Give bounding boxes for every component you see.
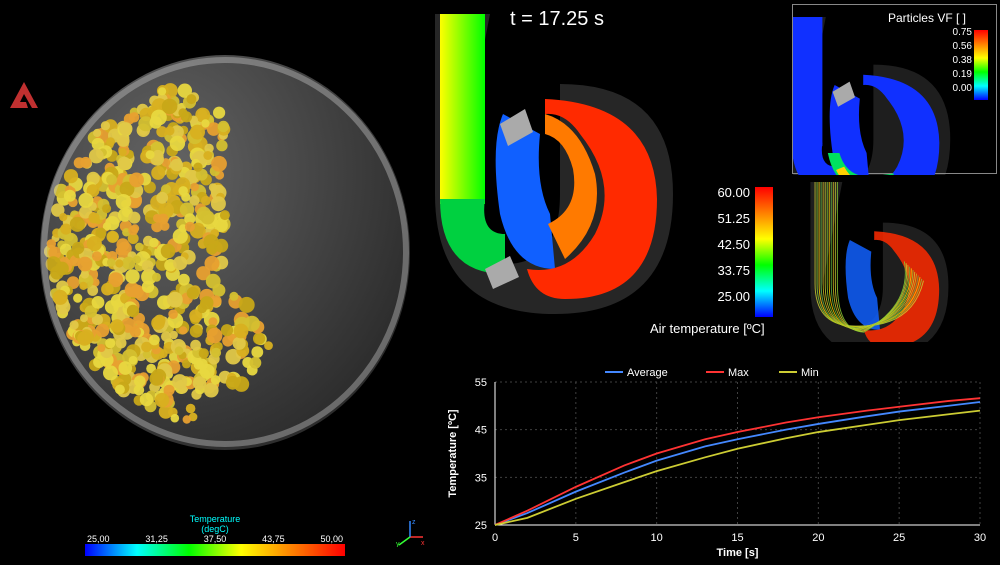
- svg-text:Average: Average: [627, 367, 668, 379]
- vf-ticks: 0.75 0.56 0.38 0.19 0.00: [953, 27, 972, 97]
- vf-title: Particles VF [ ]: [888, 11, 966, 25]
- air-temp-ticks: 60.00 51.25 42.50 33.75 25.00: [705, 185, 750, 315]
- svg-text:25: 25: [893, 532, 905, 544]
- svg-text:Max: Max: [728, 367, 749, 379]
- coordinate-axes-icon: x y z: [395, 517, 425, 547]
- svg-text:x: x: [421, 540, 425, 547]
- svg-text:z: z: [412, 519, 416, 526]
- drum-simulation-view: [40, 55, 410, 450]
- air-temperature-view: [405, 14, 685, 326]
- colorbar-title: Temperature: [85, 514, 345, 524]
- particle-vf-view: Particles VF [ ] 0.75 0.56 0.38 0.19 0.0…: [792, 4, 997, 174]
- particle-bed: [40, 55, 410, 450]
- svg-text:20: 20: [812, 532, 824, 544]
- svg-text:35: 35: [475, 472, 487, 484]
- svg-text:25: 25: [475, 520, 487, 532]
- colorbar-unit: (degC): [85, 524, 345, 534]
- svg-text:45: 45: [475, 425, 487, 437]
- svg-text:30: 30: [974, 532, 986, 544]
- temperature-colorbar: Temperature (degC) 25,00 31,25 37,50 43,…: [85, 514, 345, 556]
- svg-text:0: 0: [492, 532, 498, 544]
- svg-text:Temperature [ºC]: Temperature [ºC]: [447, 409, 459, 497]
- streamline-view: [803, 182, 998, 342]
- svg-text:Time [s]: Time [s]: [717, 547, 759, 559]
- air-temp-gradient: [755, 187, 773, 317]
- air-temp-label: Air temperature [ºC]: [650, 321, 765, 336]
- colorbar-gradient: [85, 544, 345, 556]
- vf-gradient: [974, 30, 988, 100]
- svg-text:Min: Min: [801, 367, 819, 379]
- colorbar-ticks: 25,00 31,25 37,50 43,75 50,00: [85, 534, 345, 544]
- svg-text:y: y: [396, 541, 400, 547]
- svg-text:10: 10: [651, 532, 663, 544]
- svg-text:55: 55: [475, 377, 487, 389]
- temperature-time-chart: 25 35 45 55 0 5 10 15 20 25 30 Time [s] Temperature …: [440, 360, 995, 560]
- svg-text:15: 15: [731, 532, 743, 544]
- svg-text:5: 5: [573, 532, 579, 544]
- brand-logo: [8, 80, 40, 112]
